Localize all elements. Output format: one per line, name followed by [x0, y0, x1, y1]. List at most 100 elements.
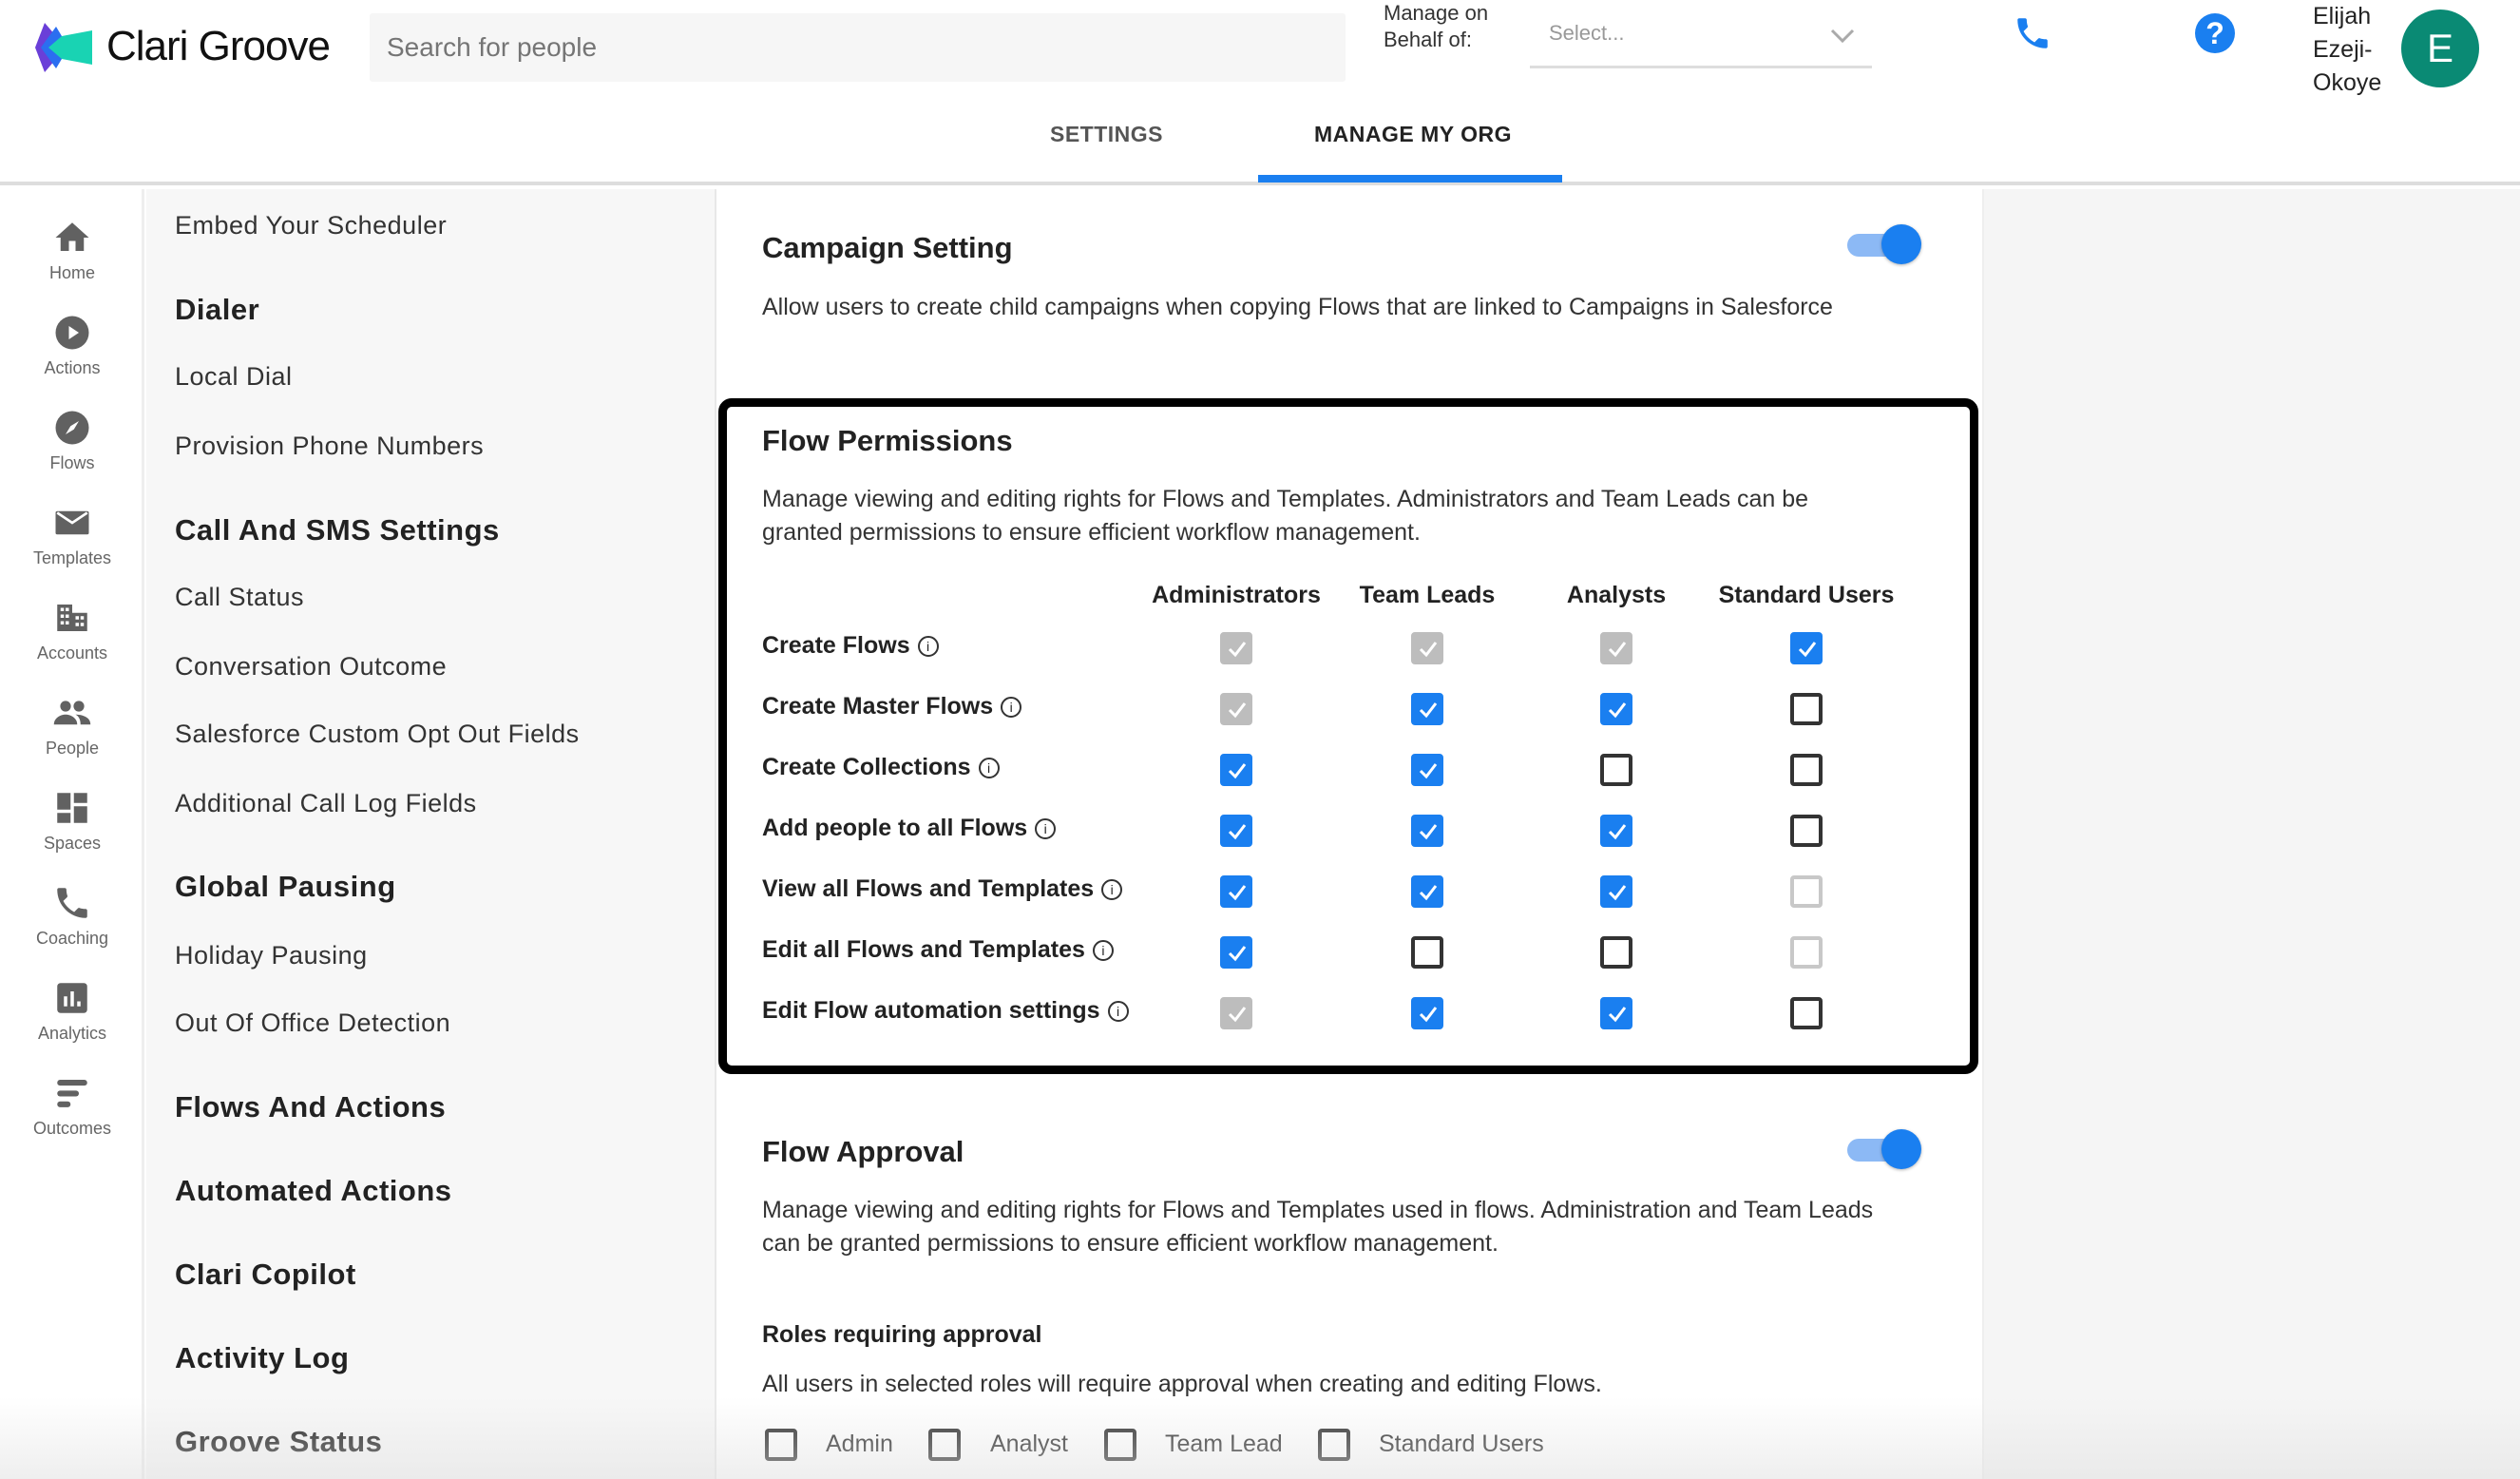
- roles-requiring-approval-description: All users in selected roles will require…: [762, 1371, 1602, 1397]
- column-header-team-leads: Team Leads: [1359, 582, 1496, 608]
- nav-item-outcomes[interactable]: Outcomes: [0, 1073, 144, 1139]
- info-icon[interactable]: i: [917, 636, 939, 657]
- campaign-setting-toggle[interactable]: [1847, 224, 1921, 264]
- role-label: Analyst: [990, 1431, 1068, 1457]
- permission-checkbox-team-leads[interactable]: [1411, 693, 1443, 725]
- permission-row-label: Edit all Flows and Templates i: [762, 936, 1114, 964]
- play-circle-icon: [55, 316, 89, 350]
- role-checkbox-standard-users[interactable]: [1318, 1429, 1350, 1461]
- info-icon[interactable]: i: [1107, 1001, 1129, 1022]
- left-nav: Home Actions Flows Templates Accounts People S…: [0, 189, 144, 1479]
- permission-checkbox-administrators[interactable]: [1220, 875, 1252, 908]
- permission-checkbox-administrators[interactable]: [1220, 754, 1252, 786]
- settings-section-dialer[interactable]: Dialer: [175, 293, 260, 327]
- permission-checkbox-team-leads[interactable]: [1411, 875, 1443, 908]
- column-header-analysts: Analysts: [1566, 582, 1667, 608]
- permission-checkbox-analysts[interactable]: [1600, 754, 1632, 786]
- permission-checkbox-analysts[interactable]: [1600, 936, 1632, 969]
- permission-name: View all Flows and Templates: [762, 875, 1095, 902]
- compass-icon: [55, 411, 89, 445]
- brand-name: Clari Groove: [106, 23, 331, 69]
- settings-link-salesforce-custom-opt-out-fields[interactable]: Salesforce Custom Opt Out Fields: [175, 719, 580, 748]
- permission-checkbox-analysts: [1600, 632, 1632, 664]
- settings-section-flows-and-actions[interactable]: Flows And Actions: [175, 1090, 447, 1124]
- settings-section-global-pausing[interactable]: Global Pausing: [175, 870, 396, 904]
- nav-item-flows[interactable]: Flows: [0, 408, 144, 473]
- settings-link-out-of-office-detection[interactable]: Out Of Office Detection: [175, 1008, 451, 1038]
- permission-row-label: View all Flows and Templates i: [762, 875, 1123, 903]
- info-icon[interactable]: i: [978, 758, 1000, 778]
- role-checkbox-analyst[interactable]: [928, 1429, 961, 1461]
- permission-checkbox-analysts[interactable]: [1600, 815, 1632, 847]
- campaign-setting-description: Allow users to create child campaigns wh…: [762, 294, 1833, 320]
- campaign-setting-title: Campaign Setting: [762, 231, 1013, 264]
- tab-settings[interactable]: SETTINGS: [1050, 122, 1164, 146]
- settings-section-groove-status[interactable]: Groove Status: [175, 1424, 383, 1458]
- settings-link-additional-call-log-fields[interactable]: Additional Call Log Fields: [175, 788, 477, 817]
- settings-link-provision-phone-numbers[interactable]: Provision Phone Numbers: [175, 432, 485, 461]
- permission-checkbox-analysts[interactable]: [1600, 693, 1632, 725]
- settings-link-local-dial[interactable]: Local Dial: [175, 362, 293, 392]
- tab-manage-my-org[interactable]: MANAGE MY ORG: [1314, 122, 1512, 146]
- nav-item-people[interactable]: People: [0, 693, 144, 759]
- settings-link-call-status[interactable]: Call Status: [175, 583, 305, 612]
- nav-item-templates[interactable]: Templates: [0, 503, 144, 568]
- permission-checkbox-team-leads[interactable]: [1411, 936, 1443, 969]
- nav-item-coaching[interactable]: Coaching: [0, 883, 144, 949]
- nav-item-spaces[interactable]: Spaces: [0, 788, 144, 854]
- people-search-input[interactable]: [370, 13, 1346, 82]
- permission-checkbox-standard-users[interactable]: [1790, 754, 1823, 786]
- role-label: Standard Users: [1379, 1431, 1544, 1457]
- info-icon[interactable]: i: [1092, 940, 1114, 961]
- permission-checkbox-team-leads[interactable]: [1411, 815, 1443, 847]
- permission-checkbox-administrators[interactable]: [1220, 815, 1252, 847]
- permission-name: Edit all Flows and Templates: [762, 936, 1085, 963]
- permission-checkbox-standard-users[interactable]: [1790, 997, 1823, 1029]
- permission-checkbox-analysts[interactable]: [1600, 875, 1632, 908]
- help-icon[interactable]: ?: [2195, 13, 2235, 53]
- phone-button[interactable]: [2013, 13, 2052, 58]
- info-icon[interactable]: i: [1035, 818, 1057, 839]
- settings-section-activity-log[interactable]: Activity Log: [175, 1340, 350, 1374]
- avatar[interactable]: E: [2401, 10, 2479, 87]
- flow-permissions-panel: [718, 398, 1978, 1074]
- permission-checkbox-administrators: [1220, 997, 1252, 1029]
- role-checkbox-team-lead[interactable]: [1104, 1429, 1136, 1461]
- people-icon: [53, 701, 91, 725]
- settings-link-conversation-outcome[interactable]: Conversation Outcome: [175, 651, 448, 681]
- nav-item-home[interactable]: Home: [0, 218, 144, 283]
- info-icon[interactable]: i: [1101, 879, 1123, 900]
- nav-item-actions[interactable]: Actions: [0, 313, 144, 378]
- settings-section-call-and-sms-settings[interactable]: Call And SMS Settings: [175, 513, 500, 547]
- permission-checkbox-analysts[interactable]: [1600, 997, 1632, 1029]
- permission-checkbox-standard-users[interactable]: [1790, 632, 1823, 664]
- settings-section-automated-actions[interactable]: Automated Actions: [175, 1174, 452, 1208]
- flow-approval-toggle[interactable]: [1847, 1129, 1921, 1169]
- column-header-administrators: Administrators: [1152, 582, 1321, 608]
- settings-list: Embed Your Scheduler Dialer Local Dial Prov…: [146, 189, 716, 1479]
- settings-link-embed-your-scheduler[interactable]: Embed Your Scheduler: [175, 211, 448, 240]
- flow-permissions-title: Flow Permissions: [762, 424, 1013, 457]
- permission-row-label: Add people to all Flows i: [762, 815, 1057, 842]
- permission-checkbox-standard-users[interactable]: [1790, 693, 1823, 725]
- role-label: Admin: [826, 1431, 893, 1457]
- nav-item-accounts[interactable]: Accounts: [0, 598, 144, 663]
- permission-checkbox-administrators[interactable]: [1220, 936, 1252, 969]
- permission-checkbox-team-leads[interactable]: [1411, 754, 1443, 786]
- active-tab-indicator: [1258, 175, 1562, 182]
- flow-approval-description-line1: Manage viewing and editing rights for Fl…: [762, 1197, 1874, 1223]
- nav-item-analytics[interactable]: Analytics: [0, 978, 144, 1044]
- permission-checkbox-standard-users[interactable]: [1790, 815, 1823, 847]
- permission-row-label: Edit Flow automation settings i: [762, 997, 1129, 1025]
- nav-item-label: Analytics: [37, 1024, 107, 1043]
- sort-icon: [57, 1080, 87, 1107]
- info-icon[interactable]: i: [1001, 697, 1022, 718]
- role-checkbox-admin[interactable]: [765, 1429, 797, 1461]
- nav-item-label: Spaces: [43, 834, 102, 853]
- permission-checkbox-team-leads[interactable]: [1411, 997, 1443, 1029]
- flow-approval-description-line2: can be granted permissions to ensure eff…: [762, 1230, 1499, 1257]
- settings-link-holiday-pausing[interactable]: Holiday Pausing: [175, 941, 368, 970]
- permission-checkbox-standard-users: [1790, 875, 1823, 908]
- settings-section-clari-copilot[interactable]: Clari Copilot: [175, 1257, 356, 1291]
- manage-on-behalf-select[interactable]: Select...: [1530, 10, 1872, 68]
